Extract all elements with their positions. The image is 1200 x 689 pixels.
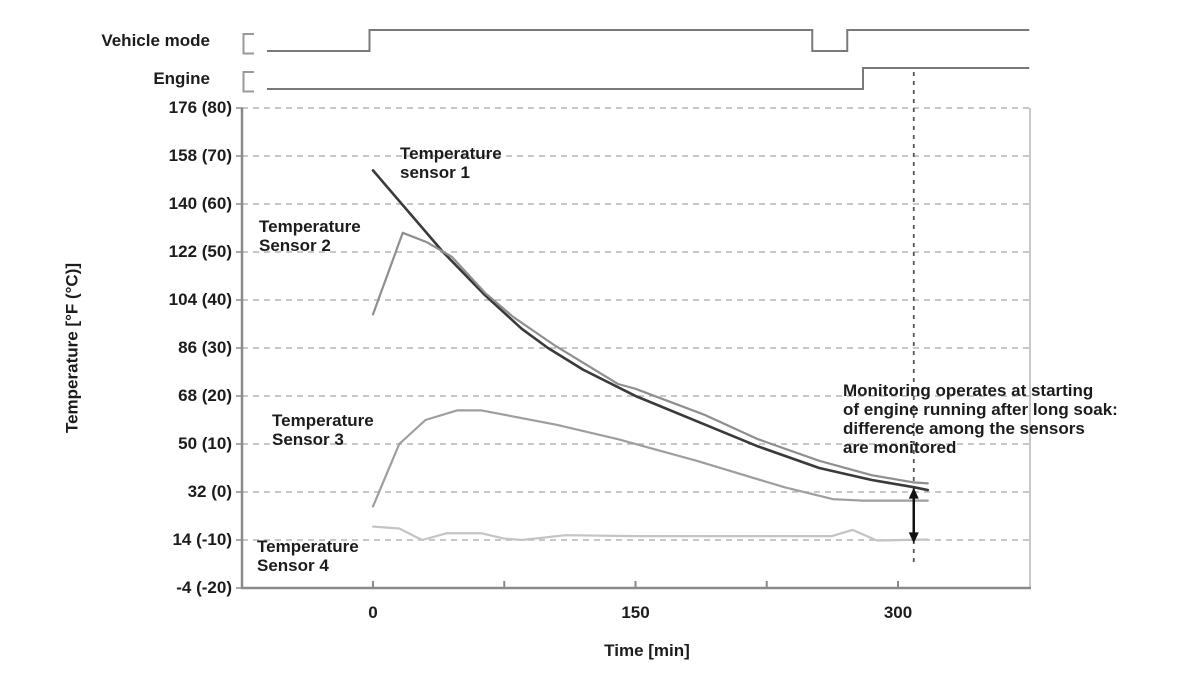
series-line-sensor-2 [371,231,929,485]
y-tick-label: 14 (-10) [172,530,232,549]
y-tick-label: 158 (70) [168,146,232,165]
signal-bracket-vehicle-mode [242,33,254,55]
y-tick-label: 86 (30) [178,338,232,357]
difference-arrow-head-up [908,487,919,499]
signal-bracket-engine [242,71,254,93]
x-tick-label: 300 [883,603,913,622]
series-line-sensor-4 [371,525,929,542]
difference-arrow-head-down [908,532,919,544]
signal-label-vehicle-mode: Vehicle mode [101,31,210,50]
series-label-sensor-3: Temperature Sensor 3 [272,411,374,449]
y-tick-label: 140 (60) [168,194,232,213]
y-axis-title: Temperature [°F (°C)] [62,262,82,434]
series-line-sensor-1 [371,169,930,492]
y-tick-label: 104 (40) [168,290,232,309]
x-tick-label: 0 [368,603,378,622]
y-tick-label: 122 (50) [168,242,232,261]
x-axis-title: Time [min] [604,641,690,660]
series-label-sensor-1: Temperature sensor 1 [400,144,502,182]
series-line-sensor-3 [371,409,929,508]
monitoring-note: Monitoring operates at starting of engin… [843,381,1118,457]
y-tick-label: 68 (20) [178,386,232,405]
signal-wave-engine [267,67,1030,90]
series-label-sensor-4: Temperature Sensor 4 [257,537,359,575]
x-tick-label: 150 [621,603,650,622]
y-tick-label: 32 (0) [187,482,232,501]
signal-label-engine: Engine [153,69,210,88]
y-tick-label: -4 (-20) [176,578,232,597]
series-label-sensor-2: Temperature Sensor 2 [259,217,361,255]
y-tick-label: 176 (80) [168,98,232,117]
y-tick-label: 50 (10) [178,434,232,453]
signal-wave-vehicle-mode [267,29,1030,52]
